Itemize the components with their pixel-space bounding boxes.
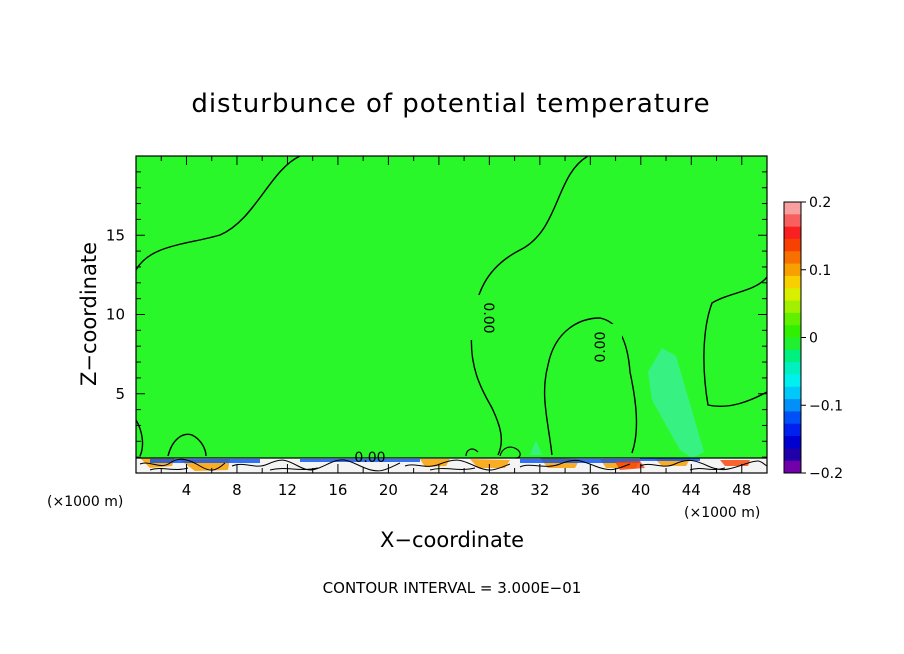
colorbar-tick-label: −0.2 — [809, 466, 843, 482]
colorbar-swatch — [784, 214, 801, 228]
colorbar-swatch — [784, 386, 801, 400]
colorbar-swatch — [784, 362, 801, 375]
y-tick-label: 15 — [106, 226, 125, 244]
y-axis: 5 10 15 — [106, 171, 767, 458]
x-tick-label: 20 — [379, 481, 398, 499]
colorbar-swatch — [784, 349, 801, 363]
contour-label-3: 0.00 — [354, 450, 385, 466]
zero-contour-near-surface — [465, 446, 521, 459]
x-tick-label: 32 — [530, 481, 549, 499]
colorbar-swatch — [784, 411, 801, 425]
colorbar-swatch — [784, 423, 801, 437]
colorbar-swatch — [784, 202, 801, 215]
x-tick-label: 12 — [278, 481, 297, 499]
x-tick-label: 48 — [732, 481, 751, 499]
colorbar-swatch — [784, 460, 801, 474]
y-tick-label: 5 — [115, 385, 125, 403]
colorbar-swatch — [784, 325, 801, 338]
colorbar-tick-label: −0.1 — [809, 398, 843, 414]
surface-contours — [139, 458, 767, 472]
x-axis-title: X−coordinate — [380, 528, 524, 552]
x-tick-label: 24 — [429, 481, 448, 499]
chart-title: disturbunce of potential temperature — [191, 89, 710, 119]
plot-area — [136, 156, 767, 473]
x-unit-label-right: (×1000 m) — [684, 505, 760, 521]
colorbar: 0.2 0.1 0 −0.1 −0.2 — [783, 195, 843, 482]
field-background — [136, 156, 767, 473]
x-tick-label: 28 — [480, 481, 499, 499]
colorbar-swatch — [784, 263, 801, 277]
surface-band-cold — [150, 458, 700, 463]
colorbar-swatch — [784, 251, 801, 265]
colorbar-swatch — [784, 374, 801, 388]
zero-contour-lobe — [543, 317, 638, 456]
x-unit-label-left: (×1000 m) — [47, 494, 123, 510]
x-tick-label: 36 — [581, 481, 600, 499]
x-tick-label: 40 — [631, 481, 650, 499]
x-tick-label: 44 — [682, 481, 701, 499]
x-tick-label: 4 — [182, 481, 192, 499]
zero-contour-right — [703, 276, 767, 407]
negative-plume-edge — [530, 440, 542, 455]
colorbar-swatch — [784, 226, 801, 240]
contour-interval-note: CONTOUR INTERVAL = 3.000E−01 — [323, 579, 582, 597]
colorbar-swatch — [784, 436, 801, 449]
contour-label-bg-1 — [468, 295, 488, 340]
colorbar-swatch — [784, 312, 801, 326]
colorbar-swatch — [784, 448, 801, 462]
colorbar-swatch — [784, 288, 801, 302]
colorbar-swatch — [784, 238, 801, 252]
contour-label-bg-2 — [602, 324, 622, 369]
zero-contour-upper-left — [136, 156, 301, 271]
contour-label-2: 0.00 — [593, 331, 609, 362]
y-axis-title: Z−coordinate — [77, 242, 101, 386]
x-tick-label: 16 — [328, 481, 347, 499]
x-axis: 4 8 12 16 20 24 28 32 36 40 44 48 — [160, 156, 751, 499]
zero-contour-bottom-left — [136, 419, 207, 457]
colorbar-swatch — [784, 399, 801, 412]
x-tick-label: 8 — [232, 481, 242, 499]
colorbar-swatch — [784, 275, 801, 289]
colorbar-tick-label: 0.2 — [809, 195, 831, 211]
colorbar-tick-label: 0.1 — [809, 263, 831, 279]
colorbar-swatch — [784, 300, 801, 314]
colorbar-swatch — [784, 337, 801, 351]
negative-plume — [648, 348, 704, 458]
contour-label-1: 0.00 — [480, 302, 496, 333]
colorbar-tick-label: 0 — [809, 331, 818, 347]
y-tick-label: 10 — [106, 306, 125, 324]
